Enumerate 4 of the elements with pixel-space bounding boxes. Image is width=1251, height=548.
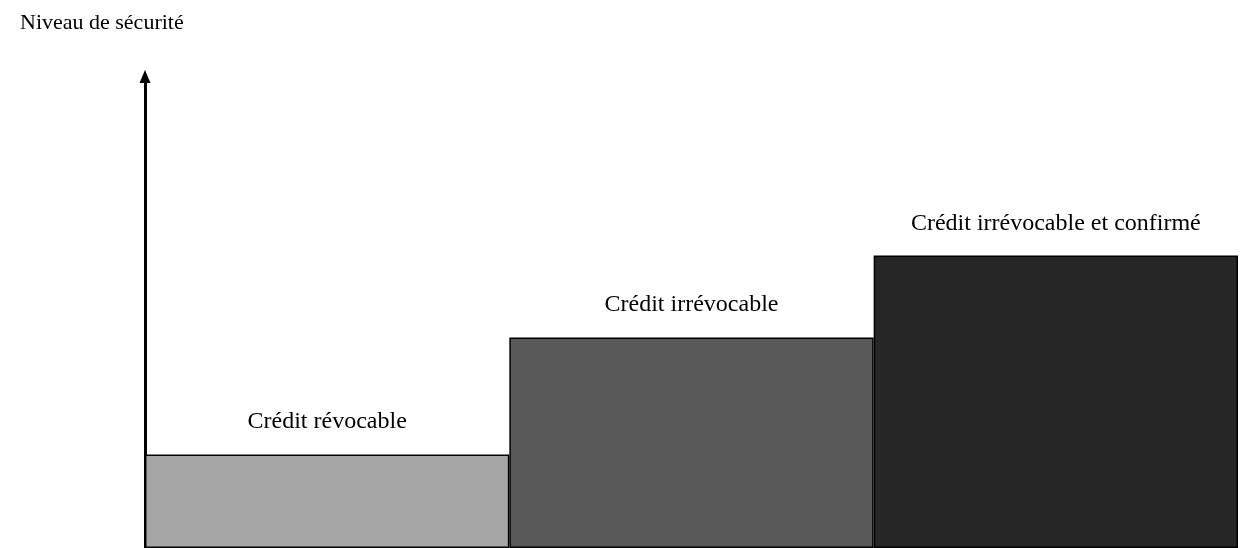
text: Niveau de sécurité <box>20 8 184 34</box>
x-tick-label: Crédit irrévocable <box>604 290 779 317</box>
x-tick-label: Crédit révocable <box>247 407 407 434</box>
x-tick-label: Crédit irrévocable et confirmé <box>910 208 1201 235</box>
